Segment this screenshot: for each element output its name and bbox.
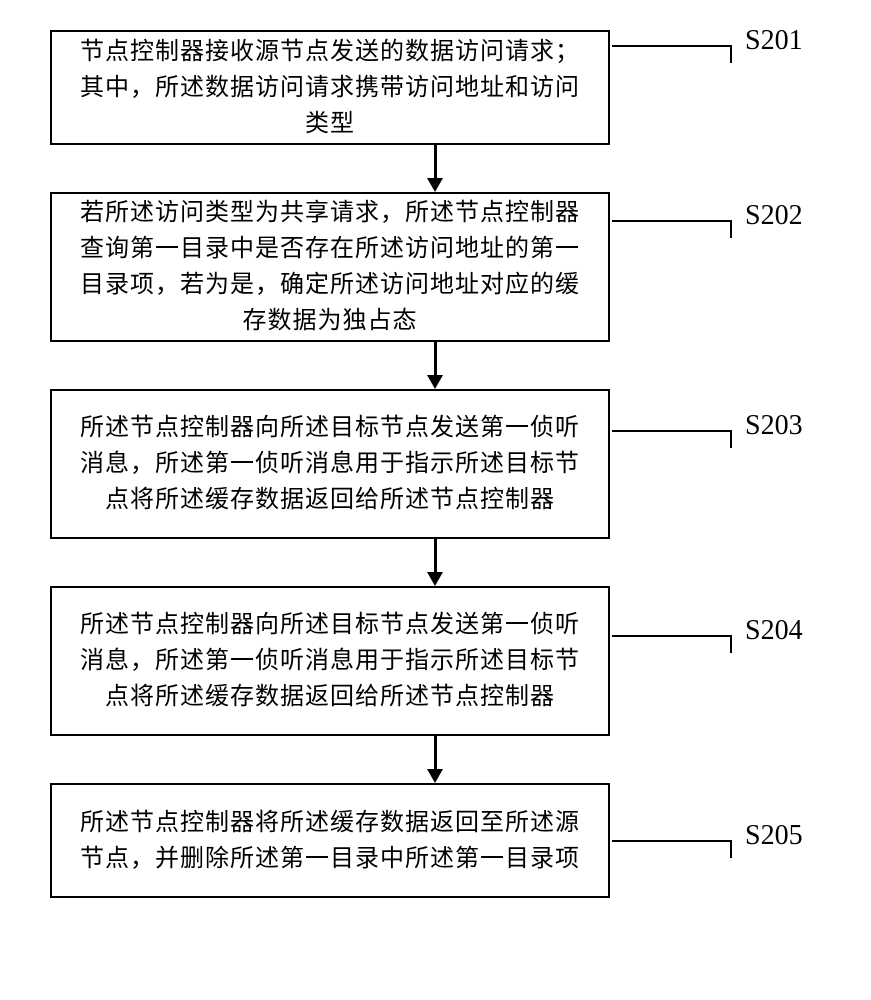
flow-arrow <box>155 145 715 192</box>
connector-line <box>612 840 732 858</box>
flow-step-s202: 若所述访问类型为共享请求，所述节点控制器查询第一目录中是否存在所述访问地址的第一… <box>50 192 610 342</box>
step-label-s203: S203 <box>745 410 803 442</box>
step-label-s205: S205 <box>745 820 803 852</box>
flow-arrow <box>155 342 715 389</box>
flow-step-s203: 所述节点控制器向所述目标节点发送第一侦听消息，所述第一侦听消息用于指示所述目标节… <box>50 389 610 539</box>
connector-line <box>612 635 732 653</box>
flow-step-s205: 所述节点控制器将所述缓存数据返回至所述源节点，并删除所述第一目录中所述第一目录项 <box>50 783 610 898</box>
flow-arrow <box>155 539 715 586</box>
connector-line <box>612 45 732 63</box>
arrow-head-icon <box>427 375 443 389</box>
connector-line <box>612 430 732 448</box>
flow-step-s201: 节点控制器接收源节点发送的数据访问请求；其中，所述数据访问请求携带访问地址和访问… <box>50 30 610 145</box>
flow-step-text: 节点控制器接收源节点发送的数据访问请求；其中，所述数据访问请求携带访问地址和访问… <box>72 34 588 142</box>
flow-step-text: 若所述访问类型为共享请求，所述节点控制器查询第一目录中是否存在所述访问地址的第一… <box>72 195 588 339</box>
flow-step-s204: 所述节点控制器向所述目标节点发送第一侦听消息，所述第一侦听消息用于指示所述目标节… <box>50 586 610 736</box>
arrow-line <box>434 342 437 375</box>
flow-arrow <box>155 736 715 783</box>
arrow-line <box>434 539 437 572</box>
arrow-head-icon <box>427 572 443 586</box>
arrow-head-icon <box>427 178 443 192</box>
arrow-line <box>434 736 437 769</box>
step-label-s202: S202 <box>745 200 803 232</box>
arrow-head-icon <box>427 769 443 783</box>
step-label-s204: S204 <box>745 615 803 647</box>
flowchart-container: 节点控制器接收源节点发送的数据访问请求；其中，所述数据访问请求携带访问地址和访问… <box>50 30 820 898</box>
step-label-s201: S201 <box>745 25 803 57</box>
flow-step-text: 所述节点控制器将所述缓存数据返回至所述源节点，并删除所述第一目录中所述第一目录项 <box>72 805 588 877</box>
arrow-line <box>434 145 437 178</box>
connector-line <box>612 220 732 238</box>
flow-step-text: 所述节点控制器向所述目标节点发送第一侦听消息，所述第一侦听消息用于指示所述目标节… <box>72 607 588 715</box>
flow-step-text: 所述节点控制器向所述目标节点发送第一侦听消息，所述第一侦听消息用于指示所述目标节… <box>72 410 588 518</box>
